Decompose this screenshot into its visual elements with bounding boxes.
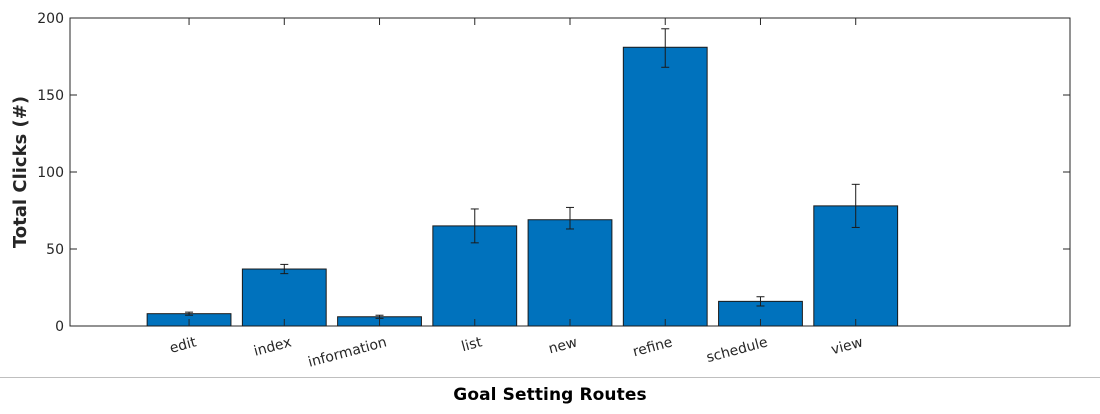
error-bar-index [280,263,289,275]
bar-refine [622,46,708,327]
bar-new [527,219,613,327]
error-bar-new [566,206,574,230]
x-axis-label: Goal Setting Routes [453,385,647,405]
x-tick-label-information: information [306,334,388,370]
y-tick-label-0: 0 [55,319,64,335]
error-bars-group [185,28,860,319]
x-tick-label-index: index [252,334,293,359]
error-bar-view [851,183,860,228]
bar-index [241,268,327,327]
error-bar-edit [185,311,194,316]
error-bar-refine [661,28,670,68]
error-bar-schedule [756,296,765,307]
y-tick-label-50: 50 [46,242,64,258]
error-bar-information [375,314,384,319]
error-bar-list [470,208,479,244]
divider [0,377,1100,378]
x-tick-label-edit: edit [168,334,199,357]
x-tick-label-refine: refine [631,334,674,360]
x-tick-label-view: view [829,334,864,358]
y-tick-label-100: 100 [37,165,64,181]
y-axis: 0 50 100 150 200 [37,11,1070,335]
x-tick-label-new: new [547,334,579,357]
y-axis-label: Total Clicks (#) [10,96,31,248]
y-tick-label-150: 150 [37,88,64,104]
bar-chart: 0 50 100 150 200 edit index information list new… [10,11,1071,371]
x-tick-label-list: list [460,334,484,355]
bars-group [146,46,899,327]
y-tick-label-200: 200 [37,11,64,27]
x-tick-label-schedule: schedule [705,334,770,366]
